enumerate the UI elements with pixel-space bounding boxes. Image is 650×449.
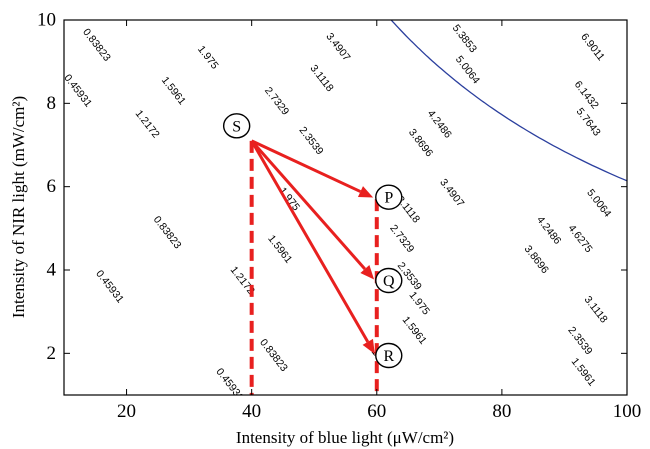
x-tick-label: 40 (242, 401, 261, 422)
x-tick-label: 80 (492, 401, 511, 422)
arrow-head-P (357, 186, 374, 198)
plot-frame (63, 19, 628, 396)
arrow-head-R (362, 338, 375, 355)
arrow-S-R (250, 140, 370, 343)
x-tick-label: 60 (367, 401, 386, 422)
point-circle-Q (375, 267, 403, 294)
x-tick-label: 20 (117, 401, 136, 422)
plot-background (64, 20, 627, 395)
contour-lines (390, 20, 627, 182)
point-label-R: R (383, 348, 394, 365)
point-circle-S (222, 113, 251, 139)
y-tick-label: 4 (47, 260, 57, 281)
arrow-S-P (251, 139, 362, 193)
arrow-overlay: S P Q R (222, 113, 403, 395)
point-label-Q: Q (383, 273, 395, 290)
point-label-S: S (232, 118, 241, 135)
y-tick-label: 2 (47, 343, 57, 364)
point-circle-R (375, 342, 403, 369)
y-axis-title: Intensity of NIR light (mW/cm²) (9, 96, 28, 318)
point-label-P: P (384, 190, 393, 207)
arrow-head-Q (360, 265, 375, 280)
x-tick-label: 100 (613, 401, 642, 422)
y-tick-label: 8 (47, 93, 57, 114)
x-axis-title: Intensity of blue light (μW/cm²) (236, 428, 454, 447)
y-tick-label: 10 (37, 10, 56, 31)
axis-ticks: 20 40 60 80 100 2 4 6 8 10 (37, 10, 641, 423)
point-circle-P (375, 184, 403, 210)
arrow-S-Q (250, 139, 366, 271)
y-tick-label: 6 (47, 176, 57, 197)
contour-line-0 (390, 20, 627, 182)
